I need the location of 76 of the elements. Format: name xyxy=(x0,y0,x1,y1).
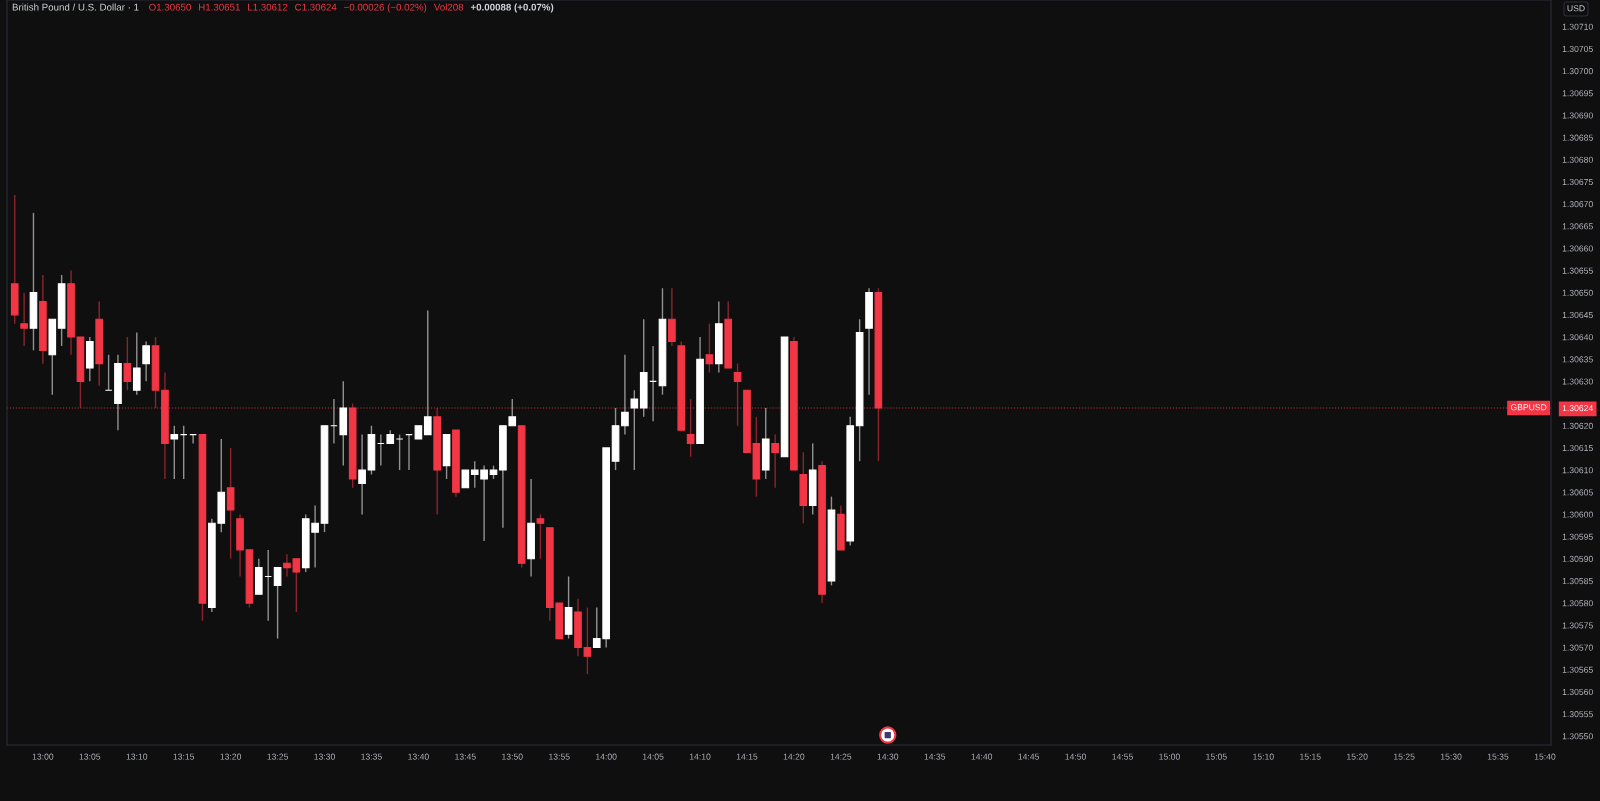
y-tick-label: 1.30695 xyxy=(1562,90,1593,97)
ref-line-label: GBPUSD xyxy=(1510,404,1547,411)
annotation: H1.30651 xyxy=(199,3,240,11)
x-tick-label: 14:55 xyxy=(1112,753,1133,760)
x-tick-label: 15:35 xyxy=(1487,753,1509,760)
x-tick-label: 14:10 xyxy=(689,753,711,760)
y-tick-label: 1.30710 xyxy=(1562,23,1593,30)
x-tick-label: 13:25 xyxy=(267,753,289,760)
x-tick-label: 14:35 xyxy=(924,753,946,760)
x-tick-label: 13:00 xyxy=(32,753,54,760)
y-tick-label: 1.30605 xyxy=(1562,489,1593,496)
x-tick-label: 15:20 xyxy=(1347,753,1368,760)
x-tick-label: 15:30 xyxy=(1440,753,1462,760)
y-tick-label: 1.30624 xyxy=(1562,405,1593,412)
y-tick-label: 1.30660 xyxy=(1562,245,1593,252)
y-tick-label: 1.30595 xyxy=(1562,533,1593,540)
annotation: Vol208 xyxy=(433,3,464,11)
y-tick-label: 1.30690 xyxy=(1562,112,1593,119)
x-tick-label: 13:45 xyxy=(455,753,476,760)
x-tick-label: 14:00 xyxy=(596,753,617,760)
x-tick-label: 14:20 xyxy=(783,753,805,760)
y-tick-label: 1.30645 xyxy=(1562,311,1593,319)
y-tick-label: 1.30665 xyxy=(1562,223,1593,230)
y-tick-label: 1.30550 xyxy=(1562,733,1593,740)
x-tick-label: 13:05 xyxy=(79,753,101,760)
y-tick-label: 1.30675 xyxy=(1562,178,1593,186)
y-tick-label: 1.30620 xyxy=(1562,422,1593,429)
y-tick-label: 1.30600 xyxy=(1562,511,1593,518)
x-tick-label: 14:50 xyxy=(1065,753,1086,760)
chart-title: British Pound / U.S. Dollar · 1 xyxy=(12,3,139,11)
y-tick-label: 1.30700 xyxy=(1562,68,1593,75)
x-tick-label: 14:45 xyxy=(1018,753,1040,760)
y-tick-label: 1.30685 xyxy=(1562,134,1593,141)
x-tick-label: 13:15 xyxy=(173,753,195,760)
x-tick-label: 15:15 xyxy=(1300,753,1321,760)
x-tick-label: 15:00 xyxy=(1159,753,1180,760)
x-tick-label: 15:25 xyxy=(1394,753,1415,760)
y-tick-label: 1.30560 xyxy=(1562,688,1593,695)
x-tick-label: 13:55 xyxy=(549,753,570,760)
x-tick-label: 15:05 xyxy=(1206,753,1227,760)
annotation: L1.30612 xyxy=(248,3,288,11)
annotation: C1.30624 xyxy=(295,3,337,11)
x-tick-label: 15:40 xyxy=(1534,753,1556,760)
y-tick-label: 1.30565 xyxy=(1562,666,1593,673)
y-axis-title: USD xyxy=(1567,5,1585,12)
y-tick-label: 1.30610 xyxy=(1562,467,1593,474)
y-tick-label: 1.30615 xyxy=(1562,444,1593,452)
y-tick-label: 1.30585 xyxy=(1562,578,1593,585)
y-tick-label: 1.30655 xyxy=(1562,267,1593,274)
x-tick-label: 15:10 xyxy=(1253,753,1274,760)
x-tick-label: 13:10 xyxy=(126,753,148,760)
x-tick-label: 14:40 xyxy=(971,753,993,760)
y-tick-label: 1.30570 xyxy=(1562,644,1593,651)
x-tick-label: 14:15 xyxy=(736,753,758,760)
x-tick-label: 13:40 xyxy=(408,753,429,760)
x-tick-label: 14:30 xyxy=(877,753,899,760)
y-tick-label: 1.30555 xyxy=(1562,711,1593,718)
y-tick-label: 1.30680 xyxy=(1562,156,1593,163)
annotation: O1.30650 xyxy=(149,3,191,11)
y-tick-label: 1.30635 xyxy=(1562,356,1593,363)
annotation: +0.00088 (+0.07%) xyxy=(470,3,554,13)
x-tick-label: 13:50 xyxy=(502,753,523,760)
x-tick-label: 14:05 xyxy=(642,753,664,760)
y-tick-label: 1.30590 xyxy=(1562,555,1593,562)
y-tick-label: 1.30630 xyxy=(1562,378,1593,385)
y-tick-label: 1.30640 xyxy=(1562,334,1593,341)
y-tick-label: 1.30670 xyxy=(1562,201,1593,208)
x-tick-label: 13:35 xyxy=(361,753,382,760)
y-tick-label: 1.30705 xyxy=(1562,45,1593,52)
y-tick-label: 1.30580 xyxy=(1562,600,1593,607)
y-tick-label: 1.30575 xyxy=(1562,622,1593,629)
x-tick-label: 13:20 xyxy=(220,753,242,760)
y-tick-label: 1.30650 xyxy=(1562,289,1593,296)
x-tick-label: 14:25 xyxy=(830,753,852,760)
annotation: −0.00026 (−0.02%) xyxy=(344,3,427,13)
x-tick-label: 13:30 xyxy=(314,753,335,760)
